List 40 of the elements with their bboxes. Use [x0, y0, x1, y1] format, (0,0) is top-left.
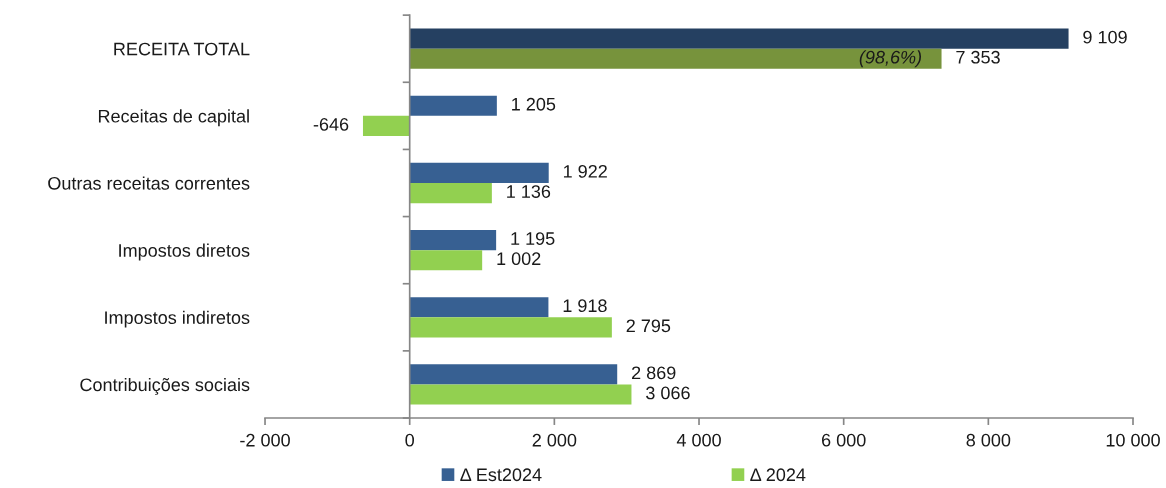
bar	[409, 162, 549, 183]
data-label: 2 795	[626, 319, 671, 333]
y-tick-label: Contribuições sociais	[80, 377, 250, 395]
bar	[409, 48, 942, 69]
y-tick-label: Impostos diretos	[119, 243, 250, 261]
x-tick-label: -2 000	[240, 433, 290, 447]
x-tick-label: 8 000	[966, 433, 1011, 447]
data-label: 2 869	[632, 366, 676, 380]
bar	[409, 297, 549, 318]
data-label: 3 066	[646, 386, 690, 400]
data-label: 7 353	[956, 50, 1000, 64]
data-label: 1 918	[563, 299, 607, 313]
data-label: 1 136	[507, 185, 551, 198]
y-tick-label: Outras receitas correntes	[48, 176, 250, 190]
bar	[409, 28, 1069, 49]
y-tick-label: RECEITA TOTAL	[114, 42, 250, 56]
data-label: 9 109	[1083, 30, 1127, 44]
x-tick-label: 2 000	[532, 433, 577, 447]
annotation: (98,6%)	[859, 50, 922, 68]
x-tick-label: 0	[405, 433, 415, 447]
x-tick-label: 6 000	[822, 433, 866, 447]
y-tick-label: Impostos indiretos	[105, 310, 250, 328]
bar	[409, 230, 497, 251]
data-label: 1 205	[512, 97, 556, 111]
bar	[409, 384, 632, 405]
bar	[409, 95, 497, 116]
bar	[409, 317, 612, 338]
bar	[362, 115, 410, 136]
bar	[409, 250, 483, 271]
bar	[409, 364, 618, 385]
x-tick-label: 4 000	[676, 433, 721, 447]
y-tick-label: Receitas de capital	[98, 109, 249, 127]
bar	[409, 183, 492, 204]
legend-label: Δ 2024	[750, 468, 806, 482]
legend-label: Δ Est2024	[460, 468, 542, 482]
data-label: 1 922	[563, 164, 607, 178]
data-label: 1 195	[511, 232, 555, 245]
data-label: -646	[313, 117, 349, 131]
x-tick-label: 10 000	[1106, 433, 1160, 447]
data-label: 1 002	[497, 252, 541, 266]
